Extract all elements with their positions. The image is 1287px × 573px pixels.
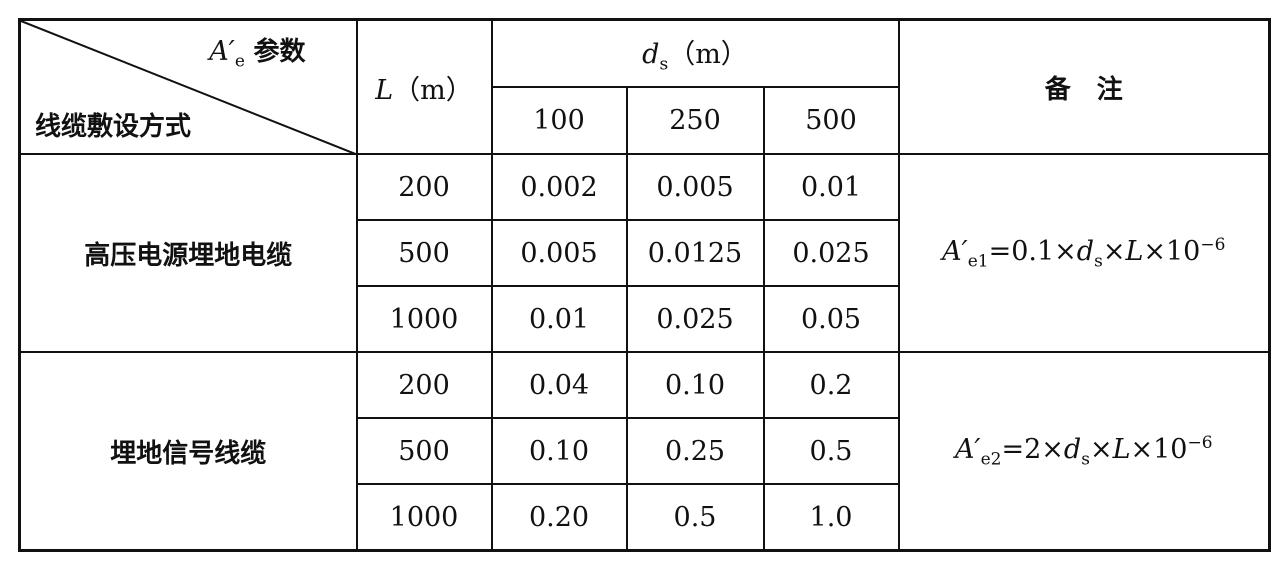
value: 0.05 [762, 285, 900, 353]
formula-part: s [1081, 449, 1090, 470]
formula-part: s [1094, 251, 1103, 272]
formula-part: L [1112, 433, 1131, 465]
formula-part: ×10 [1143, 235, 1201, 267]
value: 0.04 [490, 351, 628, 419]
unit: （m） [393, 74, 473, 106]
table: A′e 参数 线缆敷设方式 L（m） ds（m） 备 注 100 250 500 高… [18, 18, 1271, 552]
symbol: A′ [209, 36, 235, 67]
header-row: A′e 参数 线缆敷设方式 L（m） ds（m） 备 注 [18, 18, 1271, 155]
formula-part: d [1076, 235, 1095, 267]
ds-value: 100 [490, 86, 628, 155]
L-value: 200 [355, 351, 493, 419]
remark: A′e2=2×ds×L×10−6 [897, 351, 1271, 552]
formula-part: e1 [967, 251, 989, 272]
corner-cell: A′e 参数 线缆敷设方式 [18, 18, 358, 155]
value: 0.01 [762, 153, 900, 221]
value: 0.005 [625, 153, 765, 221]
formula-part: × [1102, 235, 1126, 267]
remark-header: 备 注 [897, 18, 1271, 155]
value: 0.5 [762, 417, 900, 485]
value: 0.002 [490, 153, 628, 221]
ds-header: ds（m） [490, 18, 900, 88]
formula-part: −6 [1200, 234, 1226, 255]
value: 0.5 [625, 483, 765, 552]
value: 1.0 [762, 483, 900, 552]
subscript: s [659, 54, 669, 75]
value: 0.005 [490, 219, 628, 287]
data-row: 高压电源埋地电缆 200 0.002 0.005 0.01 A′e1=0.1×ds×L×1… [18, 153, 1271, 353]
remark: A′e1=0.1×ds×L×10−6 [897, 153, 1271, 353]
L-value: 1000 [355, 285, 493, 353]
value: 0.2 [762, 351, 900, 419]
L-value: 1000 [355, 483, 493, 552]
L-header: L（m） [355, 18, 493, 155]
value: 0.0125 [625, 219, 765, 287]
data-row: 500 0.005 0.0125 0.025 [20, 219, 1270, 287]
formula-part: × [1089, 433, 1113, 465]
L-value: 500 [355, 219, 493, 287]
corner-bottom: 线缆敷设方式 [35, 112, 192, 142]
formula-part: L [1125, 235, 1144, 267]
diagonal [21, 21, 358, 155]
value: 0.10 [625, 351, 765, 419]
value: 0.25 [625, 417, 765, 485]
corner-top: A′e 参数 [209, 31, 305, 71]
unit: （m） [668, 39, 748, 71]
symbol: L [375, 74, 394, 106]
value: 0.10 [490, 417, 628, 485]
value: 0.025 [625, 285, 765, 353]
ds-value: 250 [625, 86, 765, 155]
symbol: d [642, 39, 660, 71]
data-row: 1000 0.20 0.5 1.0 [20, 483, 1270, 552]
value: 0.025 [762, 219, 900, 287]
text: 参数 [253, 37, 306, 67]
group-name: 埋地信号线缆 [18, 351, 358, 552]
ds-value: 500 [762, 86, 900, 155]
data-row: 埋地信号线缆 200 0.04 0.10 0.2 A′e2=2×ds×L×10−6 [18, 351, 1271, 552]
formula-part: A′ [954, 433, 981, 465]
formula-part: −6 [1187, 432, 1213, 453]
group-name: 高压电源埋地电缆 [18, 153, 358, 353]
formula-part: ×10 [1130, 433, 1188, 465]
data-row: 1000 0.01 0.025 0.05 [20, 285, 1270, 353]
L-value: 500 [355, 417, 493, 485]
data-row: 500 0.10 0.25 0.5 [20, 417, 1270, 485]
table-body: A′e 参数 线缆敷设方式 L（m） ds（m） 备 注 100 250 500 高… [18, 18, 1271, 552]
formula-part: A′ [942, 235, 968, 267]
L-value: 200 [355, 153, 493, 221]
header-row: 100 250 500 [20, 86, 1270, 155]
formula-part: =0.1× [988, 235, 1077, 267]
formula-part: d [1063, 433, 1082, 465]
value: 0.20 [490, 483, 628, 552]
subscript: e [234, 51, 245, 72]
formula-part: e2 [980, 449, 1002, 470]
formula-part: =2× [1001, 433, 1064, 465]
value: 0.01 [490, 285, 628, 353]
